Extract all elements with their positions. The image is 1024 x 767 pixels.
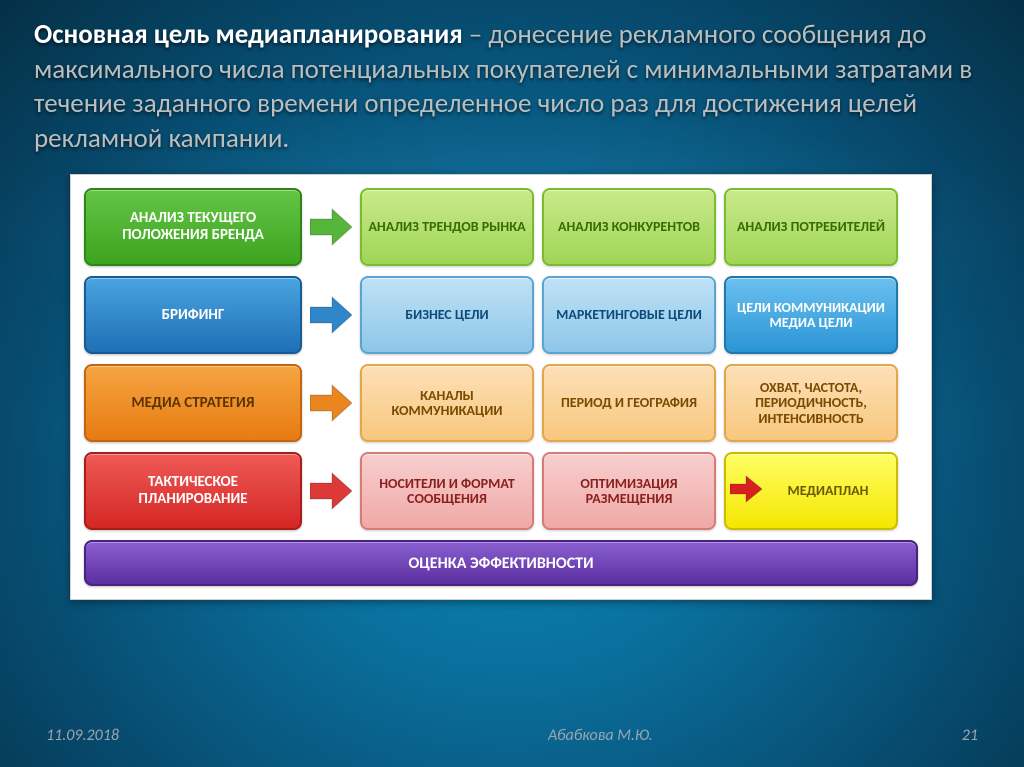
slide-footer: 11.09.2018 Абабкова М.Ю. 21 [0,726,1024,745]
lead-box: МЕДИА СТРАТЕГИЯ [84,364,302,442]
cell: ОХВАТ, ЧАСТОТА, ПЕРИОДИЧНОСТЬ, ИНТЕНСИВН… [724,364,898,442]
cell: ОПТИМИЗАЦИЯ РАЗМЕЩЕНИЯ [542,452,716,530]
cell-label: МЕДИАПЛАН [766,483,890,499]
diagram-row: АНАЛИЗ ТЕКУЩЕГО ПОЛОЖЕНИЯ БРЕНДА АНАЛИЗ … [84,188,918,266]
headline-bold: Основная цель медиапланирования [34,18,463,51]
cell: БИЗНЕС ЦЕЛИ [360,276,534,354]
footer-date: 11.09.2018 [46,726,119,745]
arrow-icon [310,452,352,530]
diagram-row: ТАКТИЧЕСКОЕ ПЛАНИРОВАНИЕ НОСИТЕЛИ И ФОРМ… [84,452,918,530]
slide: Основная цель медиапланирования – донесе… [0,0,1024,767]
headline: Основная цель медиапланирования – донесе… [34,18,990,156]
cell: КАНАЛЫ КОММУНИКАЦИИ [360,364,534,442]
footer-page: 21 [962,726,978,745]
footer-bar: ОЦЕНКА ЭФФЕКТИВНОСТИ [84,540,918,586]
arrow-icon [310,276,352,354]
footer-author: Абабкова М.Ю. [548,726,653,745]
lead-box: ТАКТИЧЕСКОЕ ПЛАНИРОВАНИЕ [84,452,302,530]
diagram-row: МЕДИА СТРАТЕГИЯ КАНАЛЫ КОММУНИКАЦИИПЕРИО… [84,364,918,442]
arrow-icon [310,188,352,266]
mediaplan-cell: МЕДИАПЛАН [724,452,898,530]
arrow-icon [730,475,762,507]
cell: МАРКЕТИНГОВЫЕ ЦЕЛИ [542,276,716,354]
diagram-row: БРИФИНГ БИЗНЕС ЦЕЛИМАРКЕТИНГОВЫЕ ЦЕЛИЦЕЛ… [84,276,918,354]
cell: ПЕРИОД И ГЕОГРАФИЯ [542,364,716,442]
lead-box: БРИФИНГ [84,276,302,354]
cell: НОСИТЕЛИ И ФОРМАТ СООБЩЕНИЯ [360,452,534,530]
cell: АНАЛИЗ КОНКУРЕНТОВ [542,188,716,266]
diagram: АНАЛИЗ ТЕКУЩЕГО ПОЛОЖЕНИЯ БРЕНДА АНАЛИЗ … [70,174,932,600]
lead-box: АНАЛИЗ ТЕКУЩЕГО ПОЛОЖЕНИЯ БРЕНДА [84,188,302,266]
cell: ЦЕЛИ КОММУНИКАЦИИ МЕДИА ЦЕЛИ [724,276,898,354]
cell: АНАЛИЗ ТРЕНДОВ РЫНКА [360,188,534,266]
arrow-icon [310,364,352,442]
cell: АНАЛИЗ ПОТРЕБИТЕЛЕЙ [724,188,898,266]
